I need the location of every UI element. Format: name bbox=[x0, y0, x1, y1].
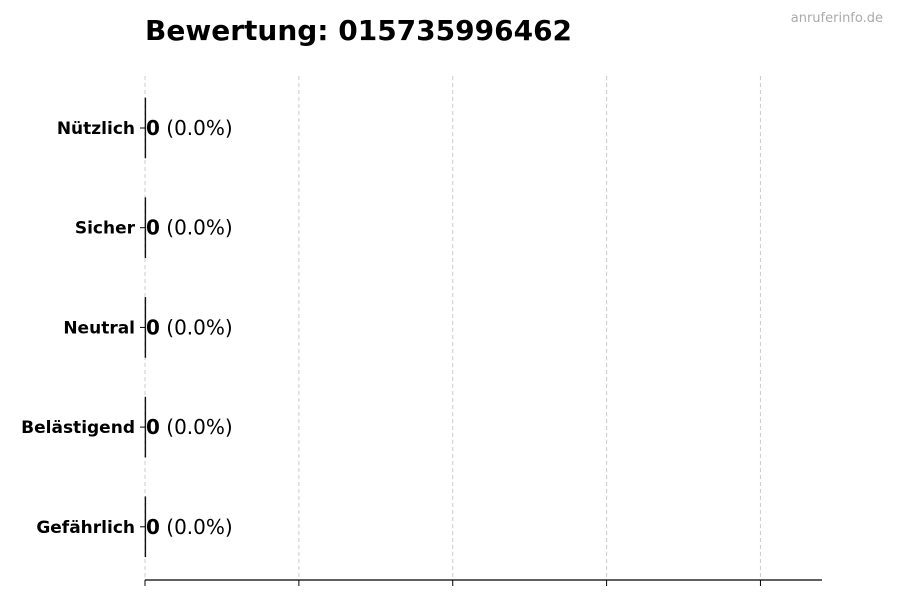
y-tick-label: Neutral bbox=[63, 318, 135, 338]
data-label-count: 0 bbox=[146, 216, 160, 240]
data-label-count: 0 bbox=[146, 415, 160, 439]
data-label: 0 (0.0%) bbox=[146, 515, 233, 539]
data-label: 0 (0.0%) bbox=[146, 315, 233, 339]
data-label-percent: (0.0%) bbox=[160, 415, 233, 439]
y-tick-label: Belästigend bbox=[21, 418, 135, 438]
data-label-percent: (0.0%) bbox=[160, 116, 233, 140]
data-label: 0 (0.0%) bbox=[146, 116, 233, 140]
y-tick-label: Gefährlich bbox=[36, 518, 135, 538]
data-label-percent: (0.0%) bbox=[160, 216, 233, 240]
data-label: 0 (0.0%) bbox=[146, 415, 233, 439]
data-label-count: 0 bbox=[146, 515, 160, 539]
chart-title: Bewertung: 015735996462 bbox=[145, 14, 572, 47]
watermark: anruferinfo.de bbox=[791, 11, 883, 26]
data-label-count: 0 bbox=[146, 315, 160, 339]
data-label-percent: (0.0%) bbox=[160, 315, 233, 339]
data-label: 0 (0.0%) bbox=[146, 216, 233, 240]
y-tick-label: Nützlich bbox=[57, 119, 135, 139]
y-tick-label: Sicher bbox=[75, 219, 136, 239]
data-label-percent: (0.0%) bbox=[160, 515, 233, 539]
data-label-count: 0 bbox=[146, 116, 160, 140]
